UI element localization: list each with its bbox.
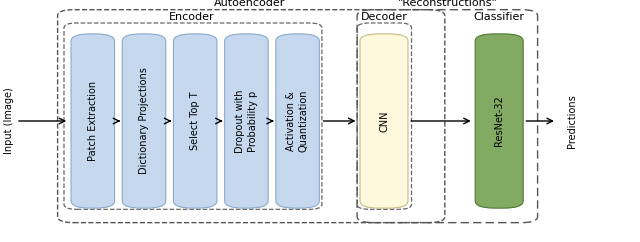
FancyBboxPatch shape bbox=[173, 34, 217, 208]
Text: Autoencoder: Autoencoder bbox=[214, 0, 285, 8]
Text: Encoder: Encoder bbox=[169, 12, 215, 22]
Text: Decoder: Decoder bbox=[360, 12, 408, 22]
Text: Classifier: Classifier bbox=[474, 12, 525, 22]
FancyBboxPatch shape bbox=[122, 34, 166, 208]
Text: Select Top T: Select Top T bbox=[190, 92, 200, 150]
Text: Input (Image): Input (Image) bbox=[4, 88, 14, 154]
FancyBboxPatch shape bbox=[71, 34, 115, 208]
FancyBboxPatch shape bbox=[476, 34, 524, 208]
FancyBboxPatch shape bbox=[360, 34, 408, 208]
FancyBboxPatch shape bbox=[276, 34, 319, 208]
Text: Predictions: Predictions bbox=[566, 94, 577, 148]
Text: Patch Extraction: Patch Extraction bbox=[88, 81, 98, 161]
FancyBboxPatch shape bbox=[225, 34, 268, 208]
Text: "Reconstructions": "Reconstructions" bbox=[398, 0, 498, 8]
Text: ResNet-32: ResNet-32 bbox=[494, 96, 504, 146]
Text: Dictionary Projections: Dictionary Projections bbox=[139, 68, 149, 174]
Text: Dropout with
Probability p: Dropout with Probability p bbox=[236, 89, 258, 153]
Text: Activation &
Quantization: Activation & Quantization bbox=[287, 90, 309, 152]
Text: CNN: CNN bbox=[379, 110, 389, 132]
